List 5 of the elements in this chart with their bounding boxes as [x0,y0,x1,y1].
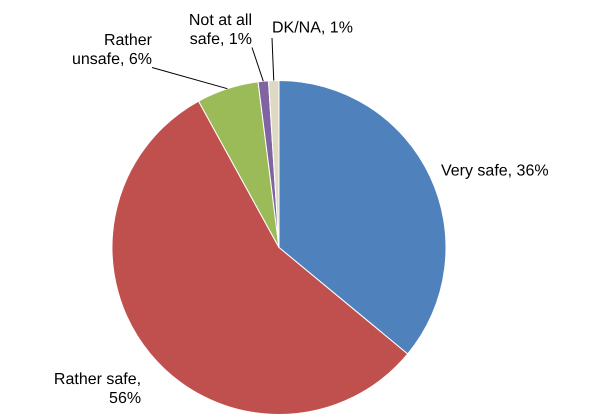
slice-label: Very safe, 36% [440,162,549,180]
slice-label: Rather unsafe, 6% [72,32,153,68]
slice-label: Not at all safe, 1% [188,12,252,48]
slice-label: Rather safe, 56% [54,371,142,408]
slice-label: DK/NA, 1% [272,19,353,36]
